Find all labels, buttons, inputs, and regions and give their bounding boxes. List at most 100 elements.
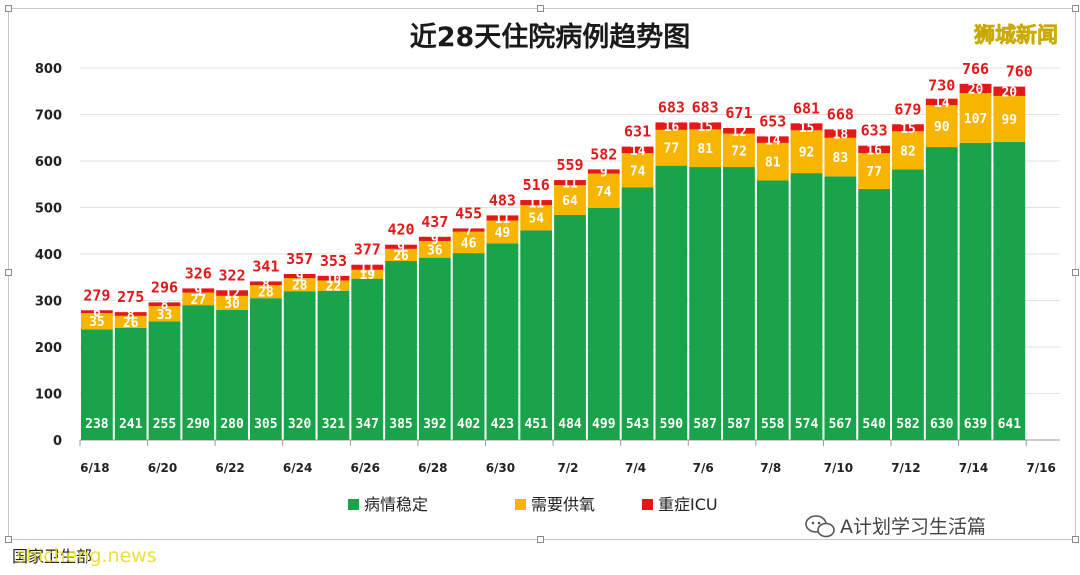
bar-segment-icu <box>148 302 181 307</box>
bar-segment-oxygen <box>351 269 384 279</box>
bar-segment-icu <box>858 145 891 154</box>
segment-value-label: 54 <box>528 212 544 227</box>
segment-value-label: 10 <box>326 272 342 287</box>
resize-handle[interactable] <box>537 536 544 543</box>
bar-segment-oxygen <box>216 295 248 310</box>
bar-stack: 582 82 15 679 <box>892 100 924 440</box>
segment-value-label: 15 <box>697 120 713 135</box>
resize-handle[interactable] <box>5 269 12 276</box>
segment-value-label: 16 <box>664 120 680 135</box>
total-value-label: 671 <box>725 104 752 122</box>
segment-value-label: 15 <box>900 122 916 137</box>
x-tick-label: 6/18 <box>80 461 109 475</box>
bar-segment-stable <box>148 321 181 440</box>
bar-stack: 587 72 12 671 <box>723 104 755 441</box>
bar-segment-stable <box>925 147 958 441</box>
bar-stack: 402 467 455 <box>452 204 485 440</box>
segment-value-label: 451 <box>524 417 548 432</box>
bar-segment-stable <box>452 253 485 440</box>
legend-swatch <box>642 499 653 510</box>
resize-handle[interactable] <box>1072 269 1079 276</box>
bar-segment-stable <box>351 278 384 440</box>
bar-segment-oxygen <box>554 185 586 215</box>
segment-value-label: 8 <box>262 277 270 292</box>
segment-value-label: 77 <box>664 142 680 157</box>
bar-segment-stable <box>317 290 350 440</box>
segment-value-label: 11 <box>359 261 375 276</box>
bar-segment-icu <box>621 146 654 154</box>
resize-handle[interactable] <box>5 536 12 543</box>
bar-segment-icu <box>554 180 586 186</box>
bar-stack: 290 279 326 <box>182 264 215 440</box>
total-value-label: 326 <box>185 264 212 282</box>
resize-handle[interactable] <box>1072 5 1079 12</box>
bar-segment-icu <box>283 273 316 279</box>
segment-value-label: 7 <box>465 224 473 239</box>
bar-segment-icu <box>959 83 992 94</box>
bar-stack: 567 83 18 668 <box>824 105 857 440</box>
bar-segment-oxygen <box>723 133 755 168</box>
segment-value-label: 12 <box>731 125 747 140</box>
total-value-label: 275 <box>117 288 144 306</box>
source-label: 国家卫生部 <box>12 547 92 566</box>
resize-handle[interactable] <box>1072 536 1079 543</box>
segment-value-label: 587 <box>727 417 750 432</box>
segment-value-label: 83 <box>833 151 849 166</box>
total-value-label: 633 <box>861 122 888 140</box>
bar-segment-icu <box>351 264 384 270</box>
segment-value-label: 567 <box>829 417 852 432</box>
segment-value-label: 99 <box>1001 113 1017 128</box>
segment-value-label: 6 <box>93 306 101 321</box>
bar-segment-stable <box>689 167 722 441</box>
bar-stack: 590 77 16 683 <box>655 98 688 440</box>
wechat-source: A计划学习生活篇 <box>805 515 986 538</box>
x-axis: 6/18 6/20 6/22 6/24 6/26 6/28 6/30 7/2 7/4 7/6 7/8… <box>79 440 1056 475</box>
bar-stack: 641 99 20 760 <box>993 63 1033 440</box>
segment-value-label: 16 <box>866 143 882 158</box>
segment-value-label: 574 <box>795 417 819 432</box>
bar-stack: 558 81 14 653 <box>756 112 789 440</box>
bar-segment-icu <box>655 122 688 130</box>
wechat-icon <box>805 515 835 538</box>
total-value-label: 653 <box>759 112 786 130</box>
bar-stack: 587 81 15 683 <box>689 98 722 441</box>
bar-segment-icu <box>317 275 350 281</box>
bar-segment-oxygen <box>81 313 113 330</box>
resize-handle[interactable] <box>5 5 12 12</box>
segment-value-label: 33 <box>157 308 173 323</box>
bar-stack: 385 269 420 <box>385 221 417 440</box>
bar-segment-stable <box>790 173 823 440</box>
segment-value-label: 82 <box>900 144 916 159</box>
segment-value-label: 14 <box>934 96 950 111</box>
segment-value-label: 582 <box>896 417 919 432</box>
bar-segment-oxygen <box>452 231 485 254</box>
segment-value-label: 305 <box>254 417 277 432</box>
segment-value-label: 9 <box>296 270 304 285</box>
wechat-source-text: A计划学习生活篇 <box>840 516 986 538</box>
y-tick-label: 100 <box>35 388 62 403</box>
bar-segment-stable <box>182 305 215 440</box>
y-tick-label: 400 <box>35 248 62 263</box>
legend: 病情稳定 需要供氧 重症ICU <box>348 495 718 514</box>
segment-value-label: 347 <box>355 417 378 432</box>
resize-handle[interactable] <box>537 5 544 12</box>
segment-value-label: 558 <box>761 417 785 432</box>
bar-segment-oxygen <box>148 306 181 322</box>
bar-segment-stable <box>824 176 857 440</box>
segment-value-label: 26 <box>393 249 409 264</box>
x-tick-label: 7/2 <box>557 461 578 475</box>
bar-segment-icu <box>81 310 113 314</box>
bar-segment-oxygen <box>385 248 417 261</box>
segment-value-label: 641 <box>998 417 1022 432</box>
y-tick-label: 500 <box>35 202 62 217</box>
total-value-label: 322 <box>219 266 246 284</box>
bar-segment-oxygen <box>655 129 688 166</box>
x-tick-label: 7/16 <box>1026 461 1055 475</box>
bar-segment-stable <box>993 141 1026 440</box>
bar-series: 2383562792412682752553382962902793262803… <box>81 60 1033 441</box>
site-watermark: shicheng.news <box>16 545 157 567</box>
segment-value-label: 20 <box>968 82 984 97</box>
segment-value-label: 639 <box>964 417 987 432</box>
